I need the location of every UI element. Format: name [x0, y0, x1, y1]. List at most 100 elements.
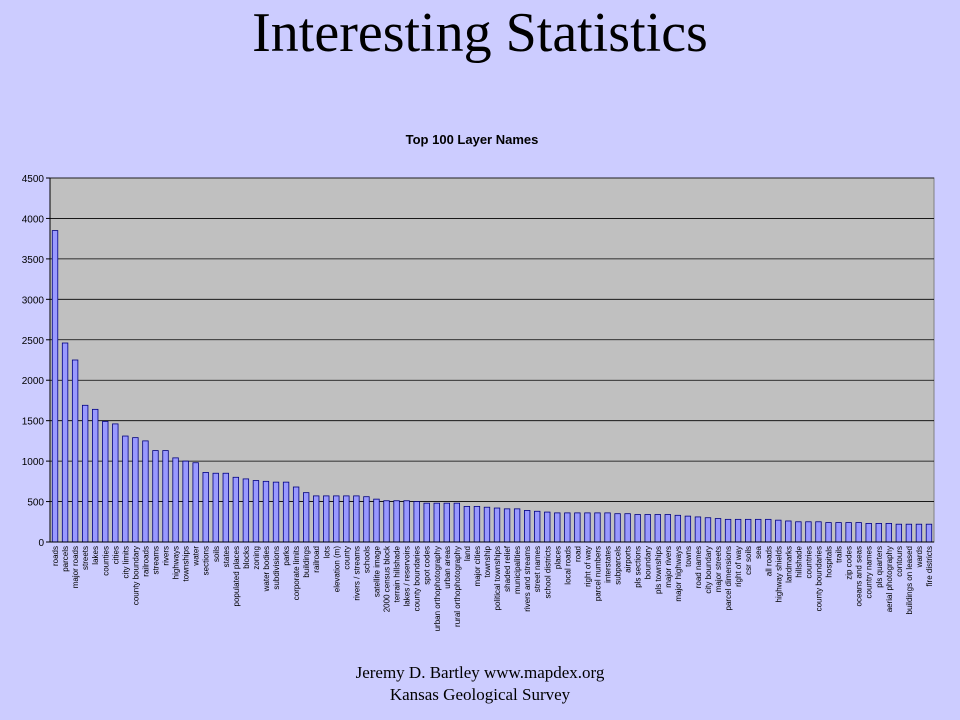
y-tick-label: 0: [38, 538, 44, 549]
x-tick-label: lakes / reservoirs: [403, 546, 412, 606]
x-tick-label: school districts: [543, 546, 552, 598]
bar: [765, 518, 772, 543]
bar: [845, 522, 852, 543]
bar: [473, 506, 481, 543]
bar: [92, 408, 99, 543]
bar: [805, 521, 812, 543]
bar: [875, 522, 882, 543]
bar: [162, 450, 169, 543]
x-tick-label: right of way: [734, 546, 743, 587]
x-tick-label: streams: [151, 546, 160, 574]
y-tick-label: 500: [27, 498, 44, 509]
bar: [554, 512, 561, 543]
x-tick-label: rivers / streams: [352, 546, 361, 601]
x-tick-label: oceans and seas: [855, 546, 864, 607]
x-tick-label: urban areas: [443, 546, 452, 589]
bar: [925, 523, 933, 543]
x-tick-label: boundary: [644, 546, 653, 579]
x-tick-label: pls quarters: [875, 546, 884, 588]
bar: [644, 514, 651, 543]
bars: [51, 230, 933, 543]
x-tick-label: hospitals: [825, 546, 834, 578]
bar: [895, 523, 903, 543]
x-tick-label: subparcels: [614, 546, 623, 585]
chart-title: Top 100 Layer Names: [406, 132, 539, 147]
slide-title: Interesting Statistics: [252, 2, 708, 64]
bar: [413, 501, 420, 543]
x-tick-label: wards: [915, 546, 924, 568]
x-tick-label: buildings on leased: [905, 546, 914, 615]
x-tick-label: county: [342, 546, 351, 570]
bar: [594, 512, 601, 543]
x-tick-label: interstates: [604, 546, 613, 583]
bar: [122, 435, 129, 543]
bar: [202, 472, 209, 543]
y-tick-label: 4500: [22, 174, 45, 185]
bar: [102, 421, 109, 543]
x-tick-label: fire districts: [925, 546, 934, 586]
x-tick-label: buildings: [302, 546, 311, 578]
x-tick-label: sections: [202, 546, 211, 575]
x-tick-label: aerial photography: [885, 546, 894, 612]
bar: [222, 472, 229, 543]
bar: [815, 521, 822, 543]
bar: [835, 522, 842, 543]
bar: [272, 481, 280, 543]
bar: [785, 520, 792, 543]
x-tick-label: landmarks: [784, 546, 793, 583]
bar: [795, 521, 802, 543]
bar: [493, 507, 501, 543]
x-tick-label: cities: [111, 546, 120, 564]
bar: [192, 462, 199, 543]
bar: [825, 522, 832, 543]
bar: [51, 230, 59, 543]
x-tick-label: shaded relief: [503, 545, 512, 592]
x-tick-label: parcels: [61, 546, 70, 572]
bar: [232, 476, 240, 543]
bar: [513, 508, 521, 543]
bar: [885, 522, 892, 543]
bar: [734, 518, 742, 543]
bar: [905, 523, 913, 543]
x-tick-label: terrain hillshade: [393, 545, 402, 602]
x-axis-labels: roads parcels major roads streets lakes count…: [51, 545, 934, 631]
x-tick-label: road names: [694, 546, 703, 588]
bar: [292, 486, 300, 543]
bar: [574, 512, 581, 543]
x-tick-label: contours: [895, 546, 904, 577]
bar: [282, 481, 290, 543]
bar: [614, 513, 621, 543]
x-tick-label: major rivers: [664, 546, 673, 588]
x-tick-label: rivers: [162, 546, 171, 566]
x-tick-label: rural orthophotography: [453, 546, 462, 627]
bar: [172, 457, 179, 543]
x-tick-label: places: [553, 546, 562, 569]
bar: [564, 512, 571, 543]
bar: [393, 500, 400, 543]
x-tick-label: street names: [533, 546, 542, 592]
bar: [724, 518, 732, 543]
bar: [674, 514, 682, 543]
x-tick-label: all roads: [764, 546, 773, 576]
bar: [463, 506, 471, 543]
x-tick-label: 2000 census block: [383, 545, 392, 612]
bar: [323, 495, 330, 543]
x-tick-label: urban orthophotography: [433, 546, 442, 631]
x-tick-label: township: [483, 545, 492, 577]
bar: [755, 518, 762, 543]
bar: [132, 437, 139, 543]
x-tick-label: road: [573, 546, 582, 562]
x-tick-label: soils: [212, 546, 221, 562]
y-axis-ticks: 0 500 1000 1500 2000 2500 3000 3500 4000 4500: [22, 174, 50, 549]
bar: [152, 450, 159, 543]
bar: [182, 460, 189, 543]
x-tick-label: pls townships: [654, 546, 663, 594]
bar: [654, 514, 661, 543]
footer-organization: Kansas Geological Survey: [389, 685, 571, 704]
x-tick-label: roads: [51, 546, 60, 566]
x-tick-label: airports: [624, 546, 633, 573]
bar: [534, 510, 541, 543]
x-tick-label: sea: [754, 545, 763, 558]
x-tick-label: highway shields: [774, 546, 783, 602]
bar: [353, 495, 360, 543]
